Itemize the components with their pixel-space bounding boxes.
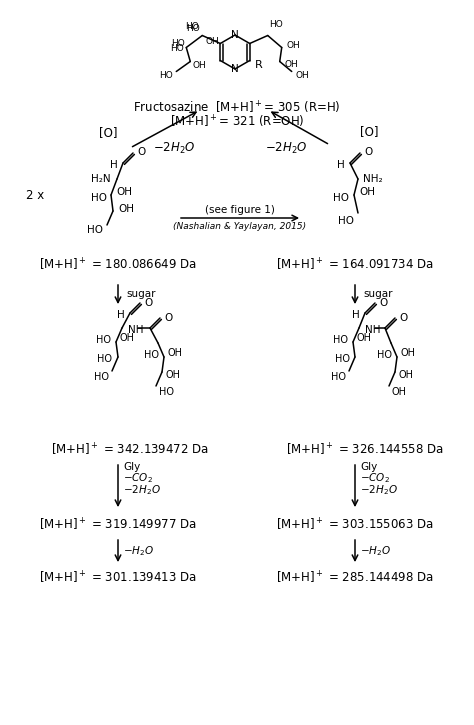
Text: OH: OH [296, 71, 310, 80]
Text: HO: HO [171, 44, 184, 53]
Text: H: H [110, 160, 118, 170]
Text: HO: HO [91, 193, 107, 203]
Text: OH: OH [399, 370, 414, 380]
Text: O: O [164, 313, 172, 323]
Text: H: H [117, 310, 125, 320]
Text: [M+H]$^+$ = 319.149977 Da: [M+H]$^+$ = 319.149977 Da [39, 517, 197, 533]
Text: HO: HO [94, 372, 109, 382]
Text: NH: NH [365, 325, 381, 335]
Text: $-H_2O$: $-H_2O$ [123, 544, 154, 558]
Text: OH: OH [401, 348, 416, 358]
Text: [M+H]$^+$ = 303.155063 Da: [M+H]$^+$ = 303.155063 Da [276, 517, 434, 533]
Text: H: H [337, 160, 345, 170]
Text: [M+H]$^+$ = 180.086649 Da: [M+H]$^+$ = 180.086649 Da [39, 257, 197, 273]
Text: OH: OH [287, 41, 301, 50]
Text: Fructosazine  [M+H]$^+$= 305 (R=H): Fructosazine [M+H]$^+$= 305 (R=H) [133, 100, 341, 116]
Text: [O]: [O] [360, 125, 379, 138]
Text: HO: HO [159, 387, 174, 397]
Text: N: N [231, 64, 239, 74]
Text: HO: HO [87, 225, 103, 235]
Text: H₂N: H₂N [91, 174, 111, 184]
Text: $-2H_2O$: $-2H_2O$ [123, 483, 161, 497]
Text: HO: HO [172, 39, 185, 48]
Text: $-H_2O$: $-H_2O$ [360, 544, 391, 558]
Text: O: O [137, 147, 145, 157]
Text: OH: OH [192, 61, 206, 70]
Text: [M+H]$^+$= 321 (R=OH): [M+H]$^+$= 321 (R=OH) [170, 114, 304, 130]
Text: [M+H]$^+$ = 301.139413 Da: [M+H]$^+$ = 301.139413 Da [39, 570, 197, 586]
Text: $-2H_2O$: $-2H_2O$ [360, 483, 398, 497]
Text: HO: HO [185, 22, 199, 30]
Text: HO: HO [338, 216, 354, 226]
Text: HO: HO [160, 71, 173, 80]
Text: OH: OH [120, 333, 135, 343]
Text: HO: HO [377, 350, 392, 360]
Text: OH: OH [392, 387, 407, 397]
Text: $-2H_2O$: $-2H_2O$ [265, 141, 308, 156]
Text: OH: OH [116, 187, 132, 197]
Text: O: O [399, 313, 407, 323]
Text: HO: HO [97, 354, 112, 364]
Text: (Nashalian & Yaylayan, 2015): (Nashalian & Yaylayan, 2015) [173, 222, 307, 231]
Text: sugar: sugar [126, 289, 155, 299]
Text: OH: OH [357, 333, 372, 343]
Text: O: O [364, 147, 372, 157]
Text: Gly: Gly [360, 462, 377, 472]
Text: OH: OH [205, 37, 219, 46]
Text: HO: HO [335, 354, 350, 364]
Text: O: O [379, 298, 387, 308]
Text: O: O [144, 298, 152, 308]
Text: OH: OH [118, 204, 134, 214]
Text: HO: HO [96, 335, 111, 345]
Text: [M+H]$^+$ = 342.139472 Da: [M+H]$^+$ = 342.139472 Da [51, 442, 209, 458]
Text: [M+H]$^+$ = 164.091734 Da: [M+H]$^+$ = 164.091734 Da [276, 257, 434, 273]
Text: [M+H]$^+$ = 326.144558 Da: [M+H]$^+$ = 326.144558 Da [286, 442, 444, 458]
Text: $-CO_2$: $-CO_2$ [360, 471, 390, 485]
Text: Gly: Gly [123, 462, 140, 472]
Text: $-2H_2O$: $-2H_2O$ [153, 141, 195, 156]
Text: NH₂: NH₂ [363, 174, 383, 184]
Text: OH: OH [285, 60, 299, 69]
Text: R: R [255, 59, 263, 70]
Text: [M+H]$^+$ = 285.144498 Da: [M+H]$^+$ = 285.144498 Da [276, 570, 434, 586]
Text: OH: OH [166, 370, 181, 380]
Text: OH: OH [168, 348, 183, 358]
Text: OH: OH [359, 187, 375, 197]
Text: H: H [352, 310, 360, 320]
Text: HO: HO [333, 193, 349, 203]
Text: $-CO_2$: $-CO_2$ [123, 471, 153, 485]
Text: HO: HO [333, 335, 348, 345]
Text: NH: NH [128, 325, 144, 335]
Text: N: N [231, 30, 239, 40]
Text: HO: HO [331, 372, 346, 382]
Text: 2 x: 2 x [26, 188, 44, 202]
Text: sugar: sugar [363, 289, 392, 299]
Text: HO: HO [269, 20, 283, 28]
Text: HO: HO [144, 350, 159, 360]
Text: [O]: [O] [99, 126, 117, 139]
Text: HO: HO [187, 24, 201, 33]
Text: (see figure 1): (see figure 1) [205, 205, 275, 215]
